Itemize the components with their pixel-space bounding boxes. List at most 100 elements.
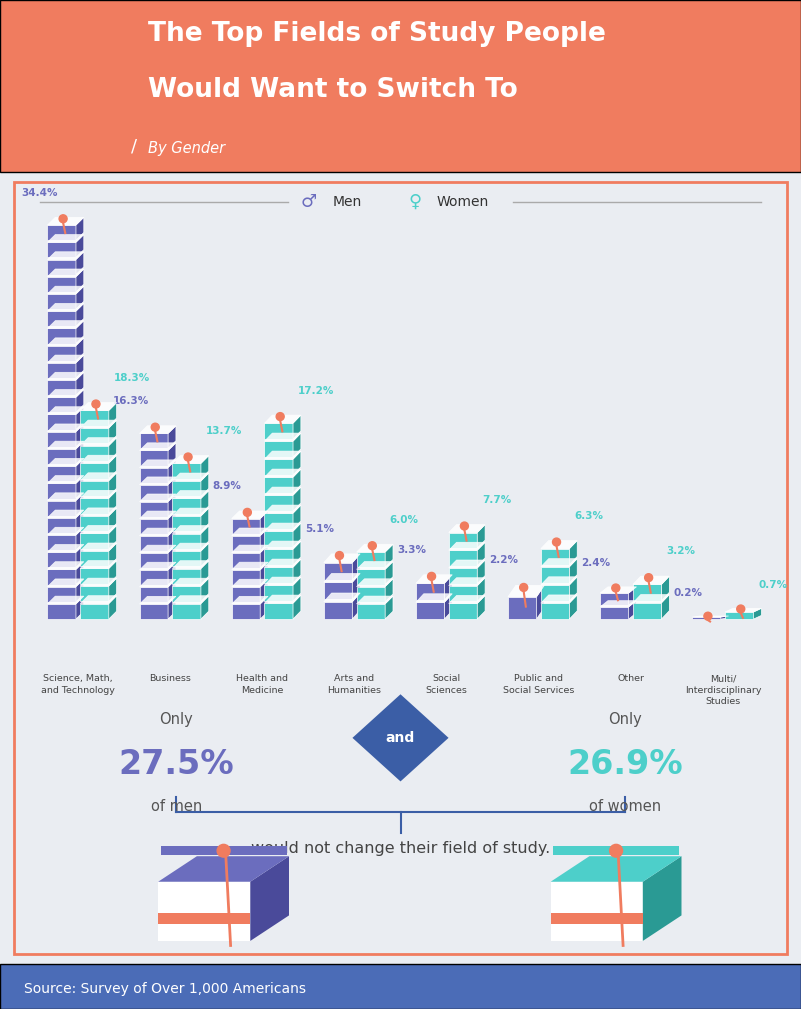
Polygon shape	[264, 567, 293, 583]
Polygon shape	[352, 593, 360, 620]
Polygon shape	[541, 567, 570, 583]
Polygon shape	[76, 355, 84, 378]
Polygon shape	[80, 508, 117, 516]
Polygon shape	[168, 512, 176, 534]
Polygon shape	[172, 490, 209, 498]
Polygon shape	[139, 512, 176, 519]
FancyBboxPatch shape	[0, 0, 801, 172]
Polygon shape	[47, 380, 76, 396]
Polygon shape	[47, 234, 84, 242]
Polygon shape	[139, 562, 176, 570]
Polygon shape	[168, 443, 176, 465]
Polygon shape	[47, 287, 84, 294]
Polygon shape	[139, 501, 168, 517]
Polygon shape	[172, 569, 201, 584]
Polygon shape	[47, 294, 76, 309]
Polygon shape	[570, 541, 578, 565]
Polygon shape	[293, 433, 301, 457]
Polygon shape	[47, 415, 76, 430]
Text: and: and	[386, 731, 415, 745]
Polygon shape	[47, 321, 84, 328]
Polygon shape	[47, 372, 84, 380]
Polygon shape	[293, 559, 301, 583]
Polygon shape	[80, 586, 109, 601]
Polygon shape	[725, 608, 762, 611]
Text: 34.4%: 34.4%	[21, 188, 58, 198]
Polygon shape	[356, 544, 393, 552]
Polygon shape	[264, 603, 293, 620]
Text: 6.3%: 6.3%	[574, 511, 603, 521]
Polygon shape	[47, 346, 76, 361]
Circle shape	[276, 413, 284, 421]
Polygon shape	[47, 579, 84, 586]
Polygon shape	[541, 577, 578, 585]
Polygon shape	[109, 578, 117, 601]
Polygon shape	[139, 426, 176, 434]
Polygon shape	[541, 559, 578, 567]
Polygon shape	[201, 595, 209, 620]
Polygon shape	[477, 542, 485, 566]
Polygon shape	[260, 528, 268, 551]
Polygon shape	[600, 587, 637, 593]
Polygon shape	[231, 536, 260, 551]
Polygon shape	[445, 593, 453, 620]
Polygon shape	[570, 595, 578, 620]
Polygon shape	[264, 523, 301, 531]
Polygon shape	[47, 511, 84, 518]
Polygon shape	[356, 603, 385, 620]
Polygon shape	[250, 857, 289, 941]
Polygon shape	[264, 595, 301, 603]
Polygon shape	[508, 585, 545, 596]
Polygon shape	[172, 603, 201, 620]
Text: 27.5%: 27.5%	[119, 748, 234, 781]
Circle shape	[184, 453, 192, 461]
Polygon shape	[264, 477, 293, 493]
Polygon shape	[449, 603, 477, 620]
Polygon shape	[293, 415, 301, 439]
Text: 13.7%: 13.7%	[206, 426, 242, 436]
Polygon shape	[139, 536, 168, 551]
Text: 3.2%: 3.2%	[666, 547, 695, 557]
Polygon shape	[264, 514, 293, 529]
Text: Science, Math,
and Technology: Science, Math, and Technology	[41, 674, 115, 694]
Polygon shape	[76, 372, 84, 396]
Polygon shape	[139, 570, 168, 585]
Polygon shape	[642, 857, 682, 941]
Polygon shape	[264, 506, 301, 514]
Polygon shape	[109, 438, 117, 461]
Polygon shape	[201, 455, 209, 479]
Polygon shape	[80, 420, 117, 428]
Polygon shape	[80, 480, 109, 496]
Polygon shape	[356, 579, 393, 586]
Circle shape	[151, 423, 159, 431]
Text: 0.2%: 0.2%	[673, 588, 702, 598]
Polygon shape	[385, 596, 393, 620]
Polygon shape	[80, 490, 117, 498]
Polygon shape	[662, 594, 670, 620]
Polygon shape	[80, 403, 117, 411]
Polygon shape	[231, 587, 260, 602]
Polygon shape	[721, 615, 729, 620]
Polygon shape	[168, 528, 176, 551]
Polygon shape	[416, 583, 445, 600]
Polygon shape	[76, 252, 84, 274]
Polygon shape	[633, 594, 670, 602]
Polygon shape	[47, 562, 84, 569]
Polygon shape	[172, 534, 201, 549]
Text: 3.3%: 3.3%	[396, 545, 426, 555]
Circle shape	[244, 509, 252, 517]
Polygon shape	[231, 511, 268, 519]
Polygon shape	[139, 545, 176, 553]
Polygon shape	[692, 618, 721, 620]
Polygon shape	[139, 553, 168, 568]
Polygon shape	[139, 477, 176, 484]
Polygon shape	[264, 531, 293, 547]
Polygon shape	[76, 407, 84, 430]
Text: By Gender: By Gender	[148, 140, 225, 155]
Polygon shape	[570, 577, 578, 601]
Polygon shape	[754, 608, 762, 620]
Polygon shape	[356, 562, 393, 569]
Polygon shape	[47, 449, 76, 464]
Polygon shape	[168, 545, 176, 568]
Polygon shape	[47, 518, 76, 533]
